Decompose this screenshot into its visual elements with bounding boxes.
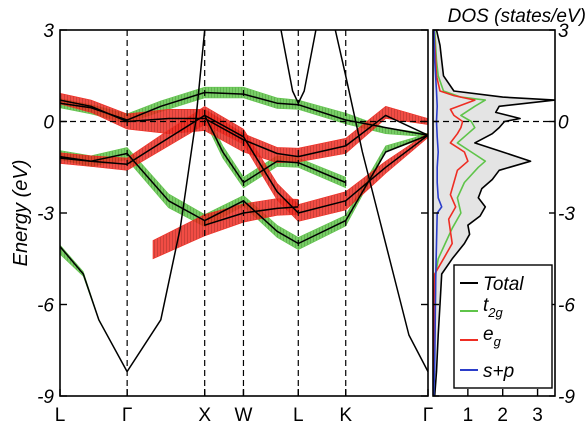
k-label-5: K bbox=[339, 405, 352, 426]
k-label-3: W bbox=[234, 405, 252, 426]
band-line-6 bbox=[60, 30, 206, 373]
k-label-2: X bbox=[198, 405, 211, 426]
band-line-4 bbox=[204, 115, 346, 184]
band-ytick-label: 0 bbox=[43, 113, 54, 134]
dos-panel: 1 2 3 3 0 -3 -6 -9 DOS (states/eV) Total t2g eg… bbox=[432, 6, 586, 426]
band-ytick-label: 3 bbox=[43, 21, 54, 42]
k-label-6: Γ bbox=[423, 405, 433, 426]
dos-ytick-label: -3 bbox=[558, 204, 575, 225]
fat-band-eg-4 bbox=[60, 92, 428, 164]
band-line-7 bbox=[280, 30, 317, 104]
fat-band-t2g-1 bbox=[60, 133, 428, 250]
band-y-ticks: 3 0 -3 -6 -9 bbox=[37, 21, 428, 408]
band-line-3 bbox=[60, 114, 428, 214]
dos-xtick-label: 3 bbox=[532, 405, 543, 426]
dos-ytick-label: 0 bbox=[558, 113, 569, 134]
legend-box bbox=[453, 264, 553, 389]
dos-ticks: 1 2 3 3 0 -3 -6 -9 bbox=[433, 21, 575, 426]
legend-label-sp: s+p bbox=[483, 361, 514, 382]
dos-line-eg bbox=[433, 30, 476, 396]
legend-label-total: Total bbox=[483, 274, 524, 295]
band-structure-panel: 3 0 -3 -6 -9 L Γ X W L K Γ Energy (eV) bbox=[10, 21, 433, 426]
band-ytick-label: -9 bbox=[37, 387, 54, 408]
dos-line-s+p bbox=[433, 30, 443, 396]
y-axis-label: Energy (eV) bbox=[10, 160, 32, 267]
fat-band-layer bbox=[60, 86, 428, 372]
dos-ytick-label: -9 bbox=[558, 387, 575, 408]
band-ytick-label: -3 bbox=[37, 204, 54, 225]
dos-title: DOS (states/eV) bbox=[448, 6, 586, 27]
fat-band-eg-5 bbox=[60, 105, 428, 222]
dos-line-Total bbox=[433, 30, 555, 396]
k-label-1: Γ bbox=[122, 405, 132, 426]
band-ytick-label: -6 bbox=[37, 296, 54, 317]
dos-xtick-label: 1 bbox=[463, 405, 474, 426]
dos-legend: Total t2g eg s+p bbox=[453, 264, 553, 389]
band-line-8 bbox=[334, 30, 428, 372]
dos-xtick-label: 2 bbox=[497, 405, 508, 426]
band-line-5 bbox=[204, 206, 299, 226]
band-line-2 bbox=[60, 134, 428, 245]
band-lines-layer bbox=[60, 30, 428, 373]
dos-ytick-label: -6 bbox=[558, 296, 575, 317]
k-label-0: L bbox=[55, 405, 66, 426]
k-label-4: L bbox=[293, 405, 304, 426]
dos-ytick-label: 3 bbox=[558, 21, 569, 42]
